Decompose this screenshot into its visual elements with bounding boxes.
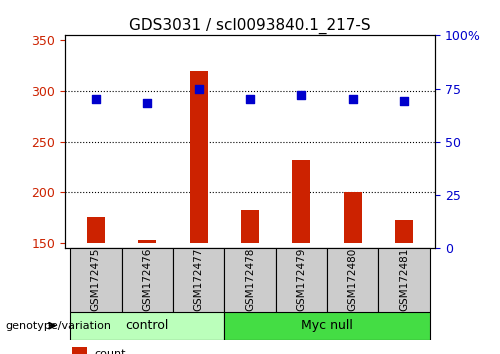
Bar xyxy=(224,248,276,312)
Point xyxy=(349,96,357,102)
Bar xyxy=(72,347,87,354)
Bar xyxy=(122,248,173,312)
Text: GSM172479: GSM172479 xyxy=(296,248,306,312)
Bar xyxy=(138,240,156,243)
Text: control: control xyxy=(126,319,169,332)
Text: GSM172480: GSM172480 xyxy=(348,248,358,311)
Text: genotype/variation: genotype/variation xyxy=(5,321,111,331)
Text: GSM172475: GSM172475 xyxy=(91,248,101,312)
Bar xyxy=(327,248,378,312)
Bar xyxy=(173,248,225,312)
Bar xyxy=(190,71,208,243)
Point xyxy=(194,86,202,91)
Point xyxy=(92,96,100,102)
Text: Myc null: Myc null xyxy=(301,319,353,332)
Bar xyxy=(395,221,413,243)
Title: GDS3031 / scl0093840.1_217-S: GDS3031 / scl0093840.1_217-S xyxy=(129,18,371,34)
Bar xyxy=(241,210,259,243)
Text: GSM172478: GSM172478 xyxy=(245,248,255,312)
Bar xyxy=(344,192,362,243)
Point xyxy=(298,92,306,98)
Bar xyxy=(70,312,224,340)
Bar xyxy=(276,248,327,312)
Text: GSM172476: GSM172476 xyxy=(142,248,152,312)
Text: GSM172481: GSM172481 xyxy=(399,248,409,312)
Text: GSM172477: GSM172477 xyxy=(194,248,203,312)
Point xyxy=(400,98,408,104)
Bar xyxy=(292,160,310,243)
Bar xyxy=(224,312,430,340)
Bar xyxy=(70,248,122,312)
Point xyxy=(143,101,151,106)
Bar xyxy=(378,248,430,312)
Text: count: count xyxy=(94,349,126,354)
Bar xyxy=(87,217,105,243)
Point xyxy=(246,96,254,102)
